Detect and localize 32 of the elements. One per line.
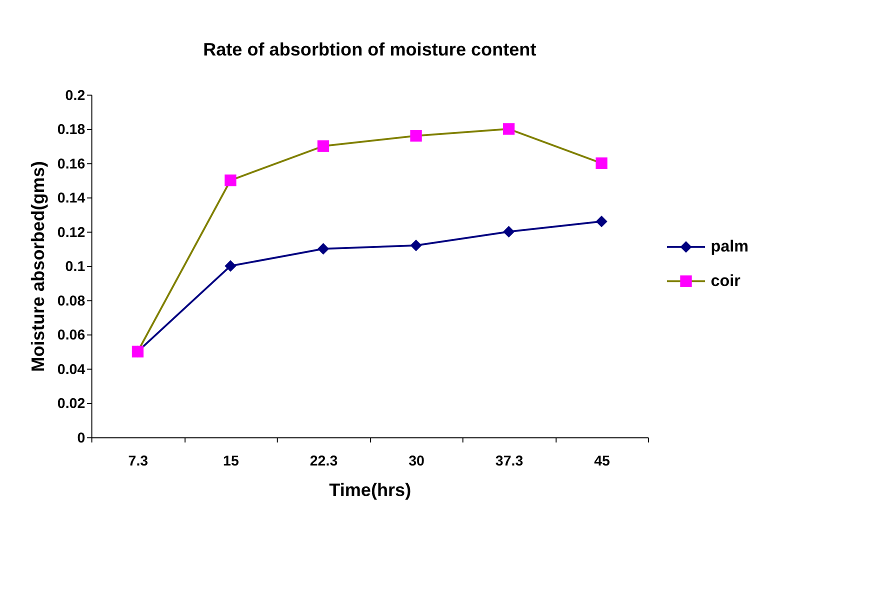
legend-label: palm xyxy=(710,238,748,256)
y-tick-label: 0.08 xyxy=(57,293,86,310)
y-tick-label: 0.14 xyxy=(57,190,86,207)
point xyxy=(410,130,422,142)
point xyxy=(410,240,422,252)
y-tick-label: 0.04 xyxy=(57,362,86,378)
y-tick-label: 0.18 xyxy=(57,122,86,138)
y-tick-label: 0.16 xyxy=(57,156,86,172)
point xyxy=(502,226,515,238)
chart-title: Rate of absorbtion of moisture content xyxy=(203,40,536,60)
point xyxy=(596,157,608,170)
point xyxy=(224,260,236,272)
y-tick-label: 0.2 xyxy=(65,88,86,104)
x-tick-label: 30 xyxy=(408,453,424,470)
y-tick-label: 0.1 xyxy=(65,259,86,276)
x-tick-label: 7.3 xyxy=(128,453,148,470)
x-tick-label: 45 xyxy=(594,453,610,470)
legend-label: coir xyxy=(710,272,742,290)
x-tick-label: 15 xyxy=(223,453,239,470)
point xyxy=(502,123,515,135)
y-tick-label: 0.06 xyxy=(57,328,86,344)
point xyxy=(224,174,236,186)
point xyxy=(317,140,330,152)
y-tick-label: 0.02 xyxy=(57,396,86,412)
x-tick-label: 22.3 xyxy=(310,453,338,470)
y-axis-title: Moisture absorbed(gms) xyxy=(28,161,48,372)
x-tick-label: 37.3 xyxy=(495,453,524,470)
y-tick-label: 0.12 xyxy=(57,224,86,241)
y-tick-label: 0 xyxy=(77,430,86,446)
x-axis-title: Time(hrs) xyxy=(329,480,412,500)
point xyxy=(317,243,330,255)
point xyxy=(596,216,608,228)
